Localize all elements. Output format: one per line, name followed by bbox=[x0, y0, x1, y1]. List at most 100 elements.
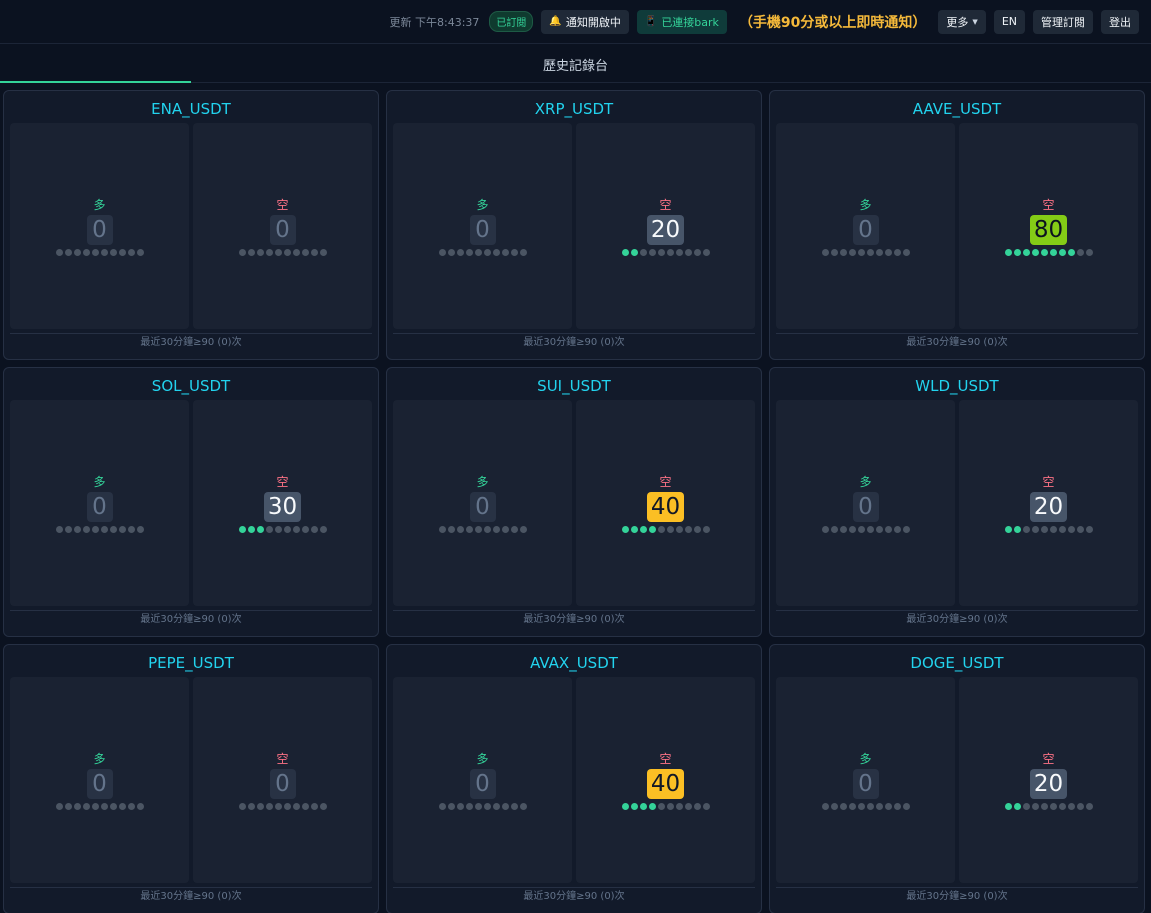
bark-button[interactable]: 📱 已連接bark bbox=[636, 9, 727, 34]
long-label: 多 bbox=[93, 475, 106, 489]
short-score-dots bbox=[1004, 249, 1093, 256]
score-dot bbox=[866, 803, 874, 810]
score-dot bbox=[848, 526, 856, 533]
language-button[interactable]: EN bbox=[993, 9, 1025, 34]
score-dot bbox=[73, 803, 81, 810]
score-dot bbox=[265, 249, 273, 256]
score-dot bbox=[848, 803, 856, 810]
score-dot bbox=[848, 249, 856, 256]
score-panes: 多 0 空 20 bbox=[393, 123, 755, 329]
score-dot bbox=[73, 526, 81, 533]
score-dot bbox=[1049, 249, 1057, 256]
long-label: 多 bbox=[859, 198, 872, 212]
score-dot bbox=[684, 526, 692, 533]
score-dot bbox=[830, 526, 838, 533]
symbol-title: XRP_USDT bbox=[534, 100, 614, 118]
long-label: 多 bbox=[859, 475, 872, 489]
score-dot bbox=[301, 249, 309, 256]
score-dot bbox=[639, 249, 647, 256]
score-dot bbox=[64, 803, 72, 810]
long-score: 0 bbox=[86, 769, 113, 799]
score-dot bbox=[492, 526, 500, 533]
score-dot bbox=[893, 803, 901, 810]
short-label: 空 bbox=[1042, 475, 1055, 489]
score-dot bbox=[675, 526, 683, 533]
score-dot bbox=[238, 803, 246, 810]
score-dot bbox=[902, 526, 910, 533]
short-pane: 空 20 bbox=[959, 677, 1138, 883]
score-dot bbox=[501, 803, 509, 810]
symbol-card: SUI_USDT 多 0 空 40 最近30分鐘≥90 (0)次 bbox=[386, 367, 762, 637]
score-dot bbox=[238, 526, 246, 533]
score-dot bbox=[456, 249, 464, 256]
score-dot bbox=[630, 526, 638, 533]
long-label: 多 bbox=[476, 475, 489, 489]
score-dot bbox=[866, 249, 874, 256]
score-dot bbox=[447, 803, 455, 810]
score-dot bbox=[274, 803, 282, 810]
score-dot bbox=[875, 249, 883, 256]
score-dot bbox=[1049, 526, 1057, 533]
symbol-card: SOL_USDT 多 0 空 30 最近30分鐘≥90 (0)次 bbox=[3, 367, 379, 637]
score-dot bbox=[621, 526, 629, 533]
score-dot bbox=[283, 803, 291, 810]
score-dot bbox=[1031, 526, 1039, 533]
active-tab-indicator[interactable] bbox=[0, 81, 191, 83]
score-dot bbox=[1085, 526, 1093, 533]
score-dot bbox=[884, 803, 892, 810]
logout-button[interactable]: 登出 bbox=[1101, 9, 1139, 34]
score-dot bbox=[1085, 803, 1093, 810]
tab-history[interactable]: 歷史記錄台 bbox=[542, 59, 608, 74]
short-pane: 空 40 bbox=[576, 677, 755, 883]
score-dot bbox=[483, 526, 491, 533]
score-dot bbox=[483, 249, 491, 256]
short-label: 空 bbox=[276, 752, 289, 766]
short-pane: 空 80 bbox=[959, 123, 1138, 329]
long-label: 多 bbox=[476, 752, 489, 766]
score-dot bbox=[839, 803, 847, 810]
short-label: 空 bbox=[276, 475, 289, 489]
score-dot bbox=[648, 526, 656, 533]
score-dot bbox=[91, 526, 99, 533]
score-dot bbox=[310, 526, 318, 533]
score-dot bbox=[55, 249, 63, 256]
score-dot bbox=[648, 803, 656, 810]
score-dot bbox=[902, 803, 910, 810]
score-dot bbox=[474, 803, 482, 810]
score-dot bbox=[1004, 526, 1012, 533]
short-score: 0 bbox=[269, 215, 296, 245]
score-dot bbox=[474, 526, 482, 533]
short-pane: 空 40 bbox=[576, 400, 755, 606]
score-dot bbox=[483, 803, 491, 810]
score-dot bbox=[465, 526, 473, 533]
manage-subscription-button[interactable]: 管理訂閱 bbox=[1033, 9, 1093, 34]
score-dot bbox=[1004, 803, 1012, 810]
score-dot bbox=[839, 526, 847, 533]
score-dot bbox=[91, 249, 99, 256]
notify-button[interactable]: 🔔 通知開啟中 bbox=[541, 9, 629, 34]
subscribed-badge: 已訂閱 bbox=[489, 11, 534, 32]
symbol-card: XRP_USDT 多 0 空 20 最近30分鐘≥90 (0)次 bbox=[386, 90, 762, 360]
short-label: 空 bbox=[659, 752, 672, 766]
short-label: 空 bbox=[1042, 752, 1055, 766]
recent-count: 最近30分鐘≥90 (0)次 bbox=[393, 887, 755, 907]
symbol-card: AAVE_USDT 多 0 空 80 最近30分鐘≥90 (0)次 bbox=[769, 90, 1145, 360]
score-dot bbox=[256, 526, 264, 533]
score-dot bbox=[666, 803, 674, 810]
score-panes: 多 0 空 40 bbox=[393, 400, 755, 606]
score-dot bbox=[830, 803, 838, 810]
top-bar: 更新 下午8:43:37 已訂閱 🔔 通知開啟中 📱 已連接bark （手機90… bbox=[0, 0, 1151, 44]
long-label: 多 bbox=[93, 198, 106, 212]
score-dot bbox=[702, 803, 710, 810]
score-dot bbox=[1076, 526, 1084, 533]
more-button[interactable]: 更多 ▼ bbox=[938, 9, 986, 34]
score-dot bbox=[1013, 803, 1021, 810]
score-dot bbox=[127, 526, 135, 533]
score-dot bbox=[1058, 803, 1066, 810]
long-score-dots bbox=[821, 249, 910, 256]
score-dot bbox=[875, 526, 883, 533]
score-dot bbox=[55, 803, 63, 810]
score-dot bbox=[902, 249, 910, 256]
